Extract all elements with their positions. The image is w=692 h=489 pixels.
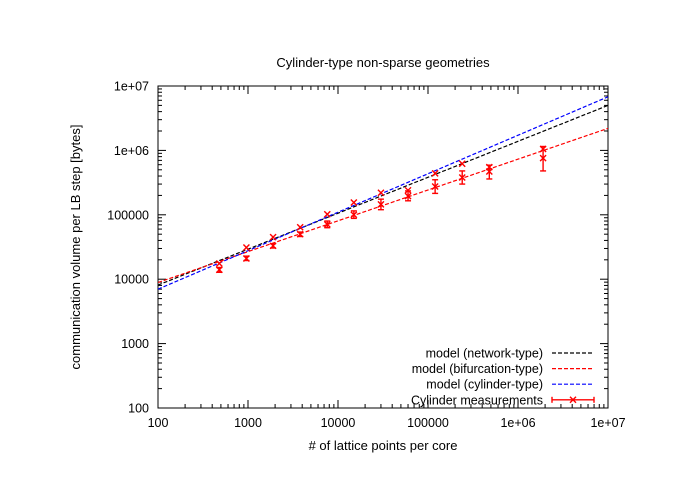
legend-swatch-marker xyxy=(569,396,577,404)
marker-stroke xyxy=(485,168,493,176)
marker-stroke xyxy=(350,199,358,207)
measurement-point xyxy=(458,173,466,181)
axes: 100 1000 10000 100000 1e+06 1e+07 100 1000 10000… xyxy=(107,80,625,431)
measurement-point xyxy=(404,192,412,200)
measurement-point xyxy=(269,242,277,250)
measurement-marker xyxy=(269,233,277,241)
x-tick-label: 1000 xyxy=(234,416,262,430)
legend-label: model (cylinder-type) xyxy=(426,378,543,392)
marker-stroke xyxy=(323,220,331,228)
marker-stroke xyxy=(296,230,304,238)
legend-label: model (network-type) xyxy=(426,347,543,361)
x-tick-label: 1e+07 xyxy=(590,416,625,430)
y-tick-label: 1e+06 xyxy=(114,144,149,158)
marker-stroke xyxy=(242,254,250,262)
measurement-point xyxy=(215,266,223,274)
x-tick-label: 100 xyxy=(148,416,169,430)
y-tick-label: 1e+07 xyxy=(114,80,149,94)
x-tick-label: 100000 xyxy=(407,416,449,430)
measurement-marker xyxy=(350,199,358,207)
marker-stroke xyxy=(458,173,466,181)
measurement-marker xyxy=(215,260,223,268)
marker-stroke xyxy=(431,169,439,177)
marker-stroke xyxy=(404,192,412,200)
legend-label: Cylinder measurements xyxy=(411,393,543,407)
measurement-marker xyxy=(431,169,439,177)
marker-stroke xyxy=(296,223,304,231)
measurement-point xyxy=(539,154,547,162)
marker-stroke xyxy=(350,211,358,219)
x-axis-label: # of lattice points per core xyxy=(309,438,458,453)
plot-frame xyxy=(157,85,609,409)
measurement-point xyxy=(350,211,358,219)
marker-stroke xyxy=(323,210,331,218)
measurement-marker xyxy=(458,160,466,168)
measurement-point xyxy=(431,183,439,191)
y-tick-label: 100000 xyxy=(107,208,149,222)
legend: model (network-type)model (bifurcation-t… xyxy=(411,347,595,407)
x-tick-label: 1e+06 xyxy=(500,416,535,430)
y-tick-label: 1000 xyxy=(121,337,149,351)
measurement-point xyxy=(242,254,250,262)
measurement-marker xyxy=(296,223,304,231)
marker-stroke xyxy=(458,160,466,168)
legend-entry: model (bifurcation-type) xyxy=(412,362,594,376)
marker-stroke xyxy=(215,266,223,274)
measurement-marker xyxy=(242,244,250,252)
marker-stroke xyxy=(215,260,223,268)
marker-stroke xyxy=(569,396,577,404)
marker-stroke xyxy=(269,242,277,250)
legend-entry: Cylinder measurements xyxy=(411,393,595,407)
measurement-point xyxy=(296,230,304,238)
marker-stroke xyxy=(431,183,439,191)
measurement-point xyxy=(485,168,493,176)
x-tick-label: 10000 xyxy=(321,416,356,430)
marker-stroke xyxy=(269,233,277,241)
measurement-point xyxy=(377,200,385,208)
y-tick-label: 10000 xyxy=(114,273,149,287)
marker-stroke xyxy=(377,189,385,197)
y-axis-label: communication volume per LB step [bytes] xyxy=(68,125,83,370)
y-tick-label: 100 xyxy=(128,402,149,416)
marker-stroke xyxy=(539,154,547,162)
measurement-marker xyxy=(323,210,331,218)
plot-area xyxy=(158,96,608,290)
measurement-point xyxy=(323,220,331,228)
model-line xyxy=(158,96,608,290)
chart-title: Cylinder-type non-sparse geometries xyxy=(276,55,490,70)
marker-stroke xyxy=(242,244,250,252)
measurement-series xyxy=(215,145,547,274)
marker-stroke xyxy=(377,200,385,208)
legend-entry: model (cylinder-type) xyxy=(426,378,594,392)
legend-label: model (bifurcation-type) xyxy=(412,362,543,376)
legend-entry: model (network-type) xyxy=(426,347,594,361)
measurement-marker xyxy=(377,189,385,197)
